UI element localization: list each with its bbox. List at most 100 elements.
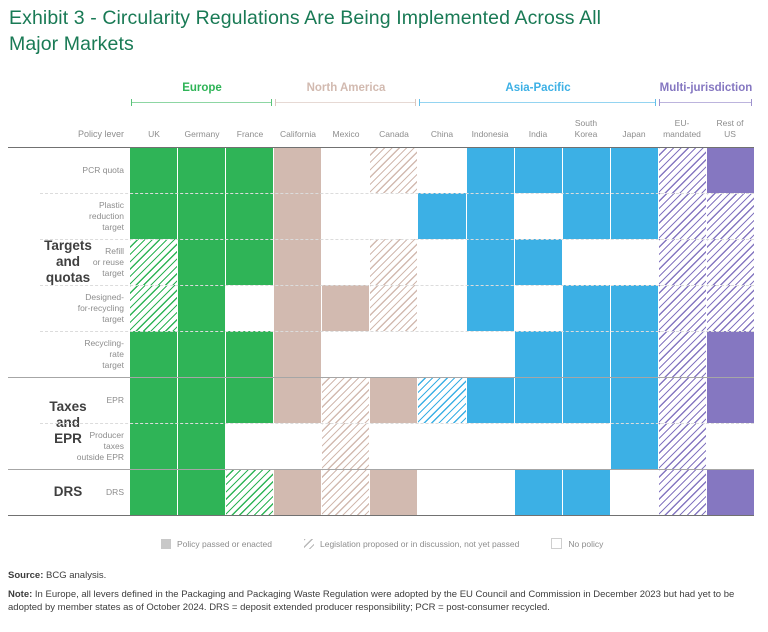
matrix-cell <box>658 423 706 469</box>
matrix-cell <box>274 193 322 239</box>
legend-item-proposed: Legislation proposed or in discussion, n… <box>303 538 519 549</box>
matrix-cell <box>226 331 274 377</box>
column-header-eu-mandated: EU- mandated <box>663 118 701 139</box>
matrix-cell <box>562 469 610 515</box>
matrix-cell <box>418 469 466 515</box>
matrix-cell <box>562 285 610 331</box>
matrix-cell <box>274 423 322 469</box>
matrix-cell <box>418 423 466 469</box>
row-label-drs: DRS <box>106 486 124 497</box>
matrix-cell <box>658 239 706 285</box>
legend-label: Policy passed or enacted <box>177 538 272 549</box>
matrix-cell <box>610 285 658 331</box>
matrix-cell <box>226 147 274 193</box>
matrix-cell <box>418 193 466 239</box>
matrix-cell <box>610 469 658 515</box>
region-label-multi-jurisdiction: Multi-jurisdiction <box>659 82 753 94</box>
table-border <box>8 515 754 516</box>
column-header-japan: Japan <box>622 128 646 139</box>
matrix-cell <box>418 285 466 331</box>
source-text: BCG analysis. <box>46 570 107 581</box>
matrix-cell <box>706 147 754 193</box>
column-header-indonesia: Indonesia <box>471 128 509 139</box>
matrix-cell <box>370 239 418 285</box>
matrix-cell <box>130 377 178 423</box>
matrix-cell <box>226 285 274 331</box>
matrix-cell <box>178 285 226 331</box>
region-bracket <box>659 99 752 106</box>
matrix-cell <box>418 377 466 423</box>
matrix-cell <box>322 469 370 515</box>
row-separator <box>40 285 754 286</box>
matrix-cell <box>562 423 610 469</box>
matrix-cell <box>130 423 178 469</box>
matrix-cell <box>418 239 466 285</box>
column-header-uk: UK <box>148 128 160 139</box>
column-header-germany: Germany <box>184 128 220 139</box>
row-separator <box>40 193 754 194</box>
policy-matrix <box>130 147 754 515</box>
matrix-cell <box>658 377 706 423</box>
matrix-cell <box>562 147 610 193</box>
matrix-cell <box>226 423 274 469</box>
column-header-mexico: Mexico <box>332 128 360 139</box>
matrix-cell <box>178 469 226 515</box>
note-line: Note: In Europe, all levers defined in t… <box>8 588 760 614</box>
matrix-cell <box>610 147 658 193</box>
note-text: In Europe, all levers defined in the Pac… <box>8 589 735 613</box>
legend-item-none: No policy <box>551 538 603 549</box>
matrix-cell <box>274 239 322 285</box>
group-label-drs: DRS <box>53 484 83 499</box>
matrix-cell <box>706 377 754 423</box>
column-header-south-korea: South Korea <box>574 118 598 139</box>
matrix-cell <box>610 193 658 239</box>
column-header-india: India <box>528 128 548 139</box>
matrix-cell <box>274 285 322 331</box>
region-bracket-line <box>660 102 751 103</box>
row-label-refill-or-reuse-target: Refill or reuse target <box>92 245 124 278</box>
matrix-cell <box>706 423 754 469</box>
region-label-north-america: North America <box>306 82 386 94</box>
exhibit-title: Exhibit 3 - Circularity Regulations Are … <box>9 7 602 55</box>
matrix-cell <box>370 423 418 469</box>
column-header-china: China <box>430 128 454 139</box>
matrix-cell <box>418 147 466 193</box>
matrix-cell <box>274 469 322 515</box>
row-label-epr: EPR <box>106 394 124 405</box>
row-separator <box>40 423 754 424</box>
region-bracket-line <box>420 102 655 103</box>
table-border <box>8 147 754 148</box>
matrix-cell <box>658 147 706 193</box>
legend-item-passed: Policy passed or enacted <box>161 538 272 549</box>
matrix-cell <box>706 331 754 377</box>
matrix-cell <box>274 331 322 377</box>
row-label-designed-for-recycling-target: Designed- for-recycling target <box>77 291 124 324</box>
row-label-producer-taxes-outside-epr: Producer taxes outside EPR <box>76 429 124 462</box>
matrix-cell <box>130 331 178 377</box>
matrix-cell <box>370 147 418 193</box>
legend-swatch-passed <box>161 538 171 549</box>
matrix-cell <box>610 377 658 423</box>
matrix-cell <box>466 285 514 331</box>
matrix-cell <box>274 377 322 423</box>
matrix-cell <box>466 193 514 239</box>
region-bracket-line <box>132 102 271 103</box>
group-label-targets-and-quotas: Targets and quotas <box>44 238 92 285</box>
matrix-cell <box>610 239 658 285</box>
matrix-cell <box>658 193 706 239</box>
region-bracket <box>419 99 656 106</box>
matrix-cell <box>706 469 754 515</box>
matrix-cell <box>178 239 226 285</box>
region-bracket <box>275 99 416 106</box>
legend-swatch-none <box>551 538 563 549</box>
row-separator <box>40 239 754 240</box>
matrix-cell <box>658 331 706 377</box>
matrix-cell <box>514 239 562 285</box>
legend: Policy passed or enacted Legislation prop… <box>161 538 603 549</box>
row-label-pcr-quota: PCR quota <box>82 164 124 175</box>
row-separator <box>40 331 754 332</box>
matrix-cell <box>466 331 514 377</box>
matrix-cell <box>562 377 610 423</box>
matrix-cell <box>130 469 178 515</box>
region-bracket <box>131 99 272 106</box>
